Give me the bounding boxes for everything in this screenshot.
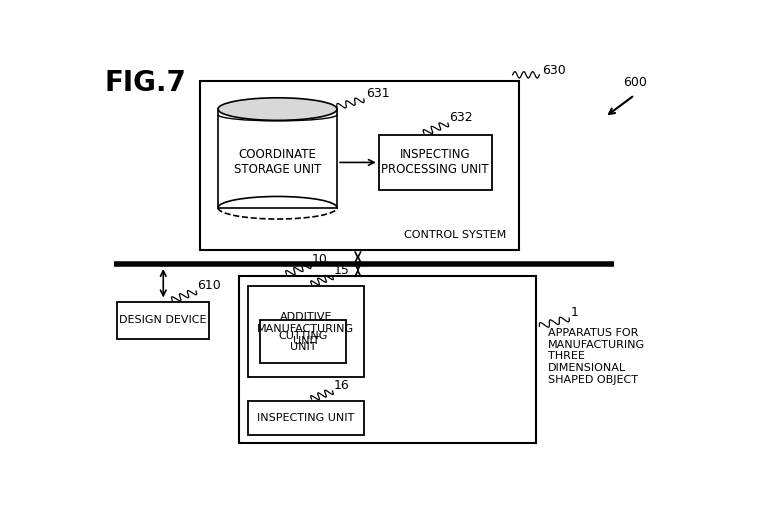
Bar xyxy=(248,401,364,435)
Text: APPARATUS FOR
MANUFACTURING
THREE
DIMENSIONAL
SHAPED OBJECT: APPARATUS FOR MANUFACTURING THREE DIMENS… xyxy=(548,328,645,384)
Text: 630: 630 xyxy=(542,64,566,77)
Bar xyxy=(260,321,346,363)
Bar xyxy=(117,302,209,338)
Text: COORDINATE
STORAGE UNIT: COORDINATE STORAGE UNIT xyxy=(233,149,321,176)
Bar xyxy=(218,109,337,208)
Text: 1: 1 xyxy=(571,306,579,320)
Bar xyxy=(200,81,518,250)
Text: DESIGN DEVICE: DESIGN DEVICE xyxy=(119,315,207,325)
Text: FIG.7: FIG.7 xyxy=(105,69,187,97)
Text: 600: 600 xyxy=(623,76,647,89)
Bar xyxy=(379,135,492,190)
Text: ADDITIVE
MANUFACTURING
UNIT: ADDITIVE MANUFACTURING UNIT xyxy=(257,312,354,346)
Text: CUTTING
UNIT: CUTTING UNIT xyxy=(278,331,327,353)
Text: 10: 10 xyxy=(312,253,327,266)
Text: 632: 632 xyxy=(449,111,472,124)
Text: 610: 610 xyxy=(197,279,221,292)
Ellipse shape xyxy=(218,98,337,120)
Text: 15: 15 xyxy=(333,265,349,277)
Text: INSPECTING
PROCESSING UNIT: INSPECTING PROCESSING UNIT xyxy=(382,149,489,176)
Text: 631: 631 xyxy=(366,87,389,100)
Bar xyxy=(239,276,537,444)
Text: CONTROL SYSTEM: CONTROL SYSTEM xyxy=(405,230,507,240)
Text: INSPECTING UNIT: INSPECTING UNIT xyxy=(257,413,355,423)
Bar xyxy=(248,286,364,377)
Text: 16: 16 xyxy=(333,379,349,392)
